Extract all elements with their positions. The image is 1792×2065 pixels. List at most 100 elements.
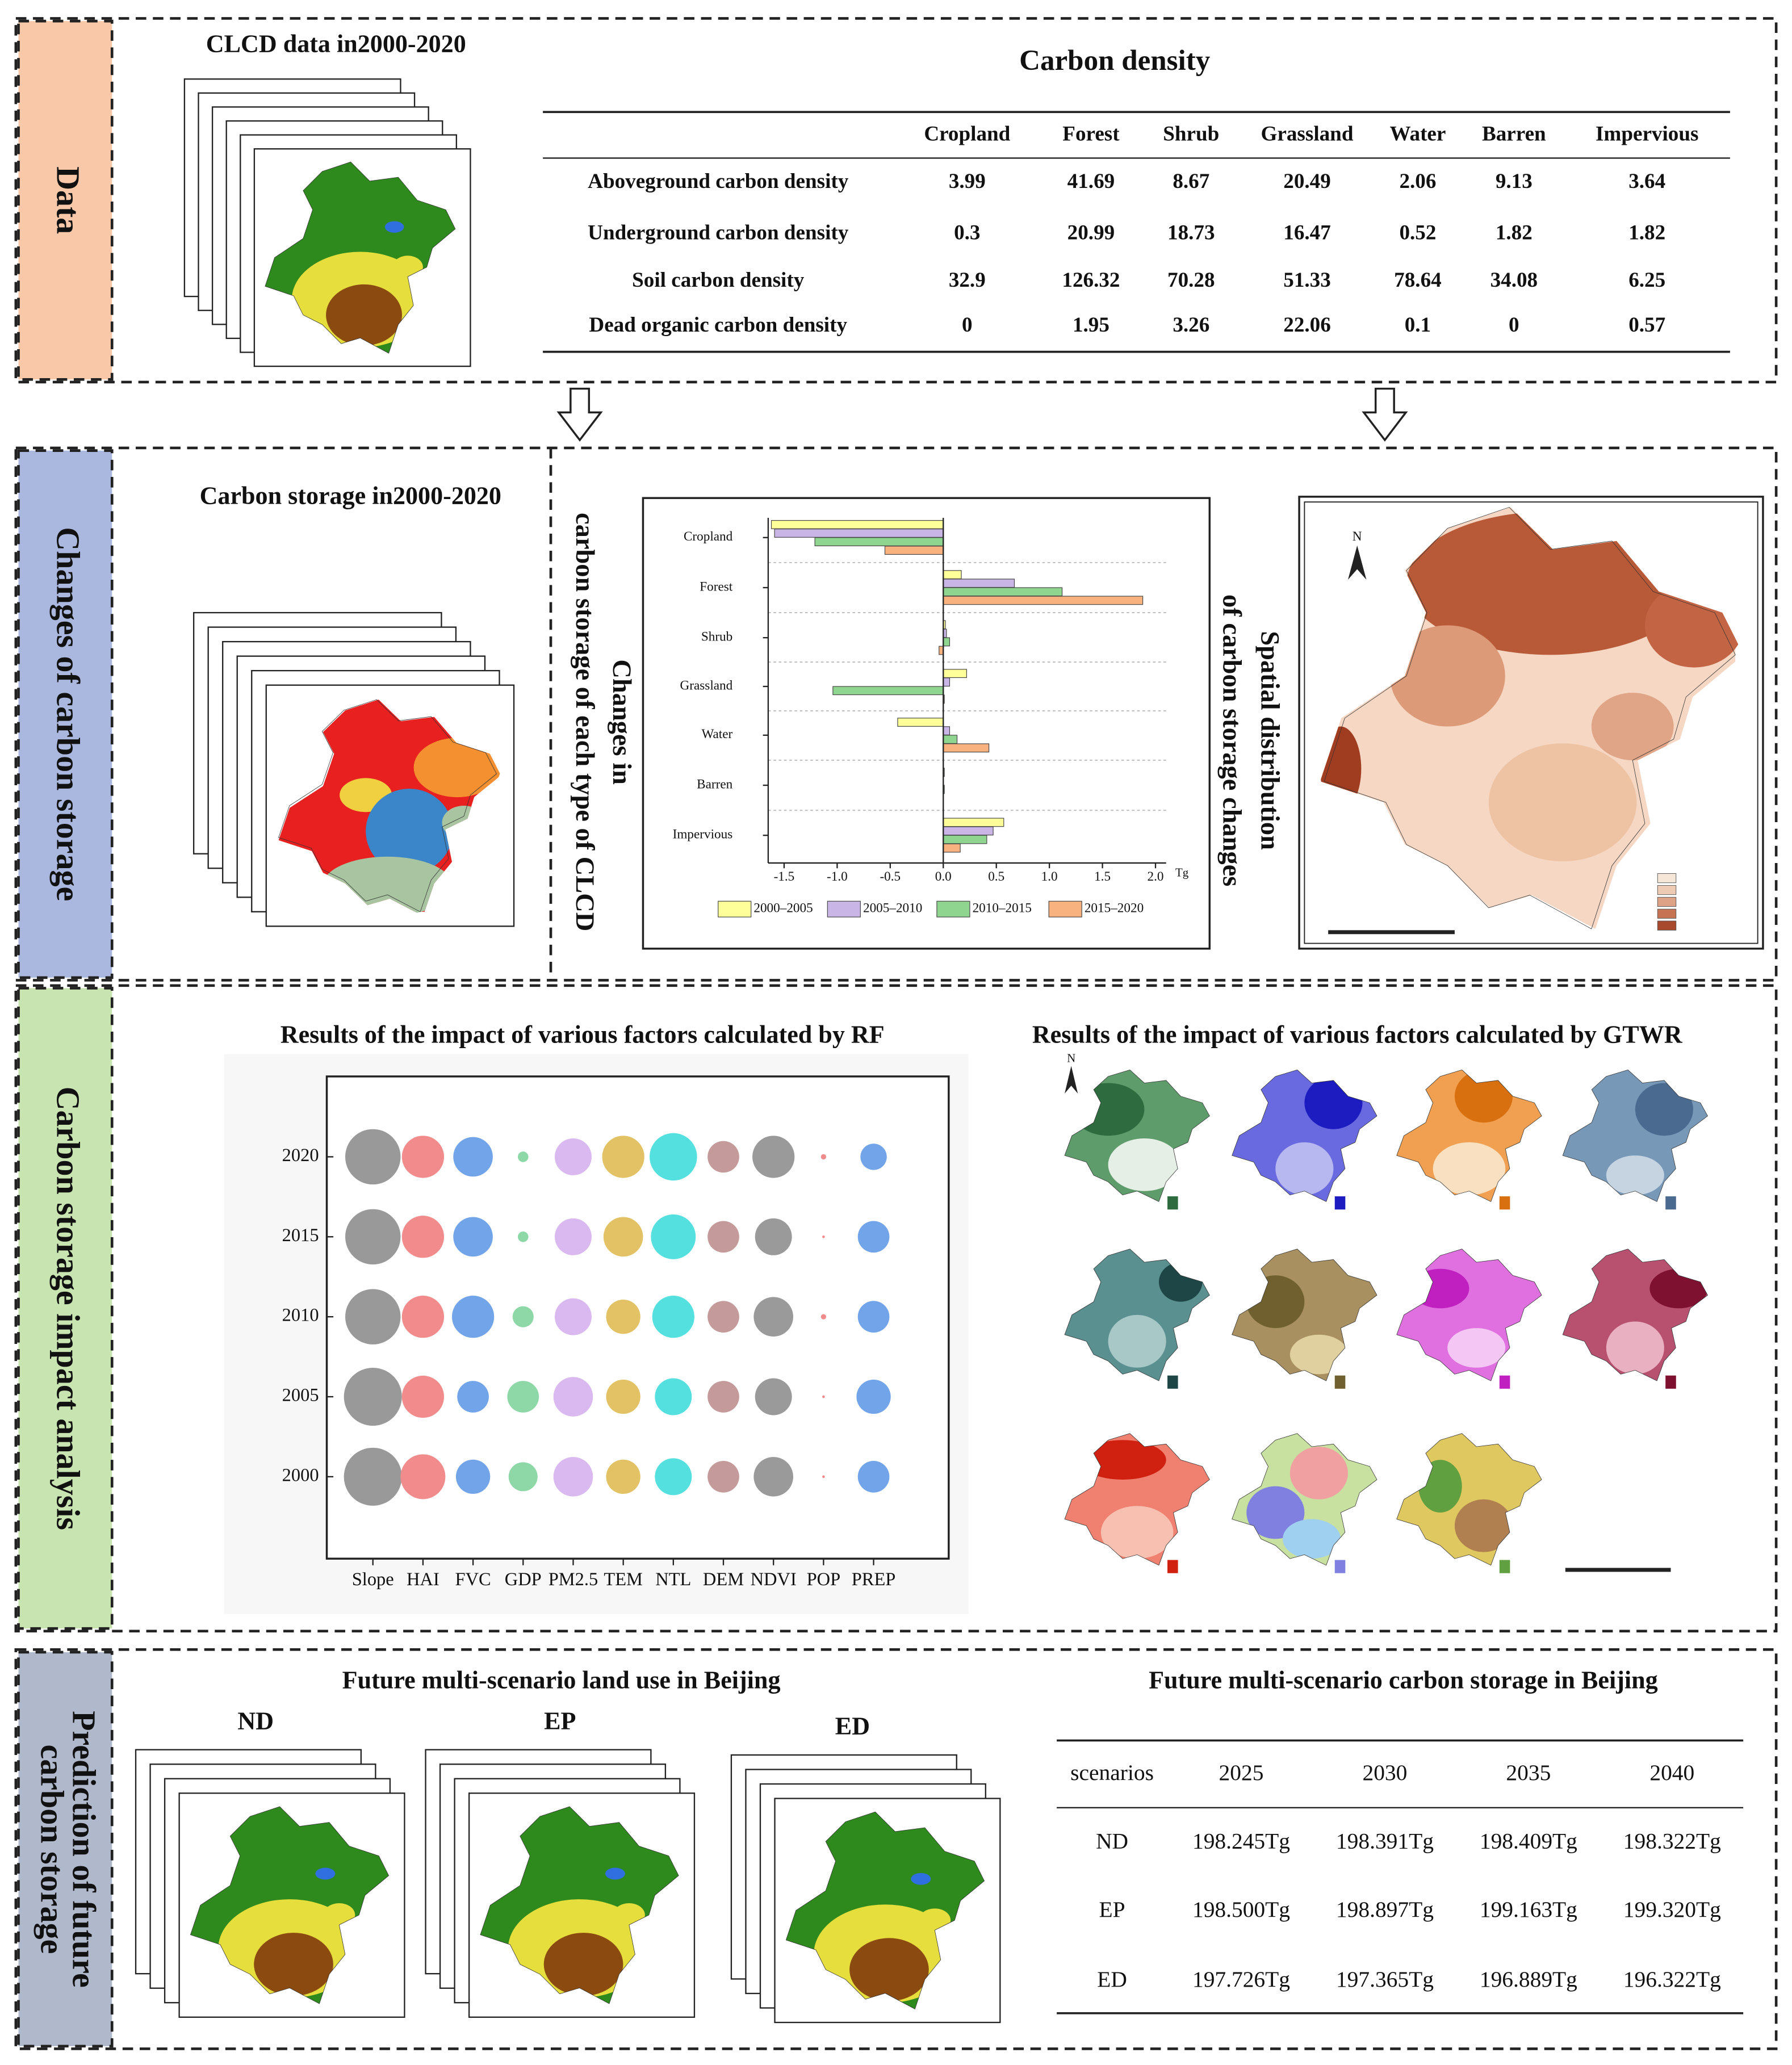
column-header: Shrub	[1163, 123, 1219, 146]
row-label: Underground carbon density	[588, 221, 849, 245]
bubble	[345, 1289, 401, 1344]
bubble	[455, 1459, 491, 1494]
map-outline	[1065, 1249, 1209, 1381]
map-outline	[480, 1807, 679, 2004]
map-region	[315, 1867, 336, 1880]
table-cell: 41.69	[1067, 170, 1115, 193]
table-title: Future multi-scenario carbon storage in …	[1149, 1666, 1658, 1694]
bubble	[553, 1377, 593, 1417]
table-cell: 198.409Tg	[1480, 1828, 1577, 1853]
map-region	[1390, 625, 1505, 727]
legend-swatch	[1334, 1560, 1346, 1573]
x-tick-label: PREP	[852, 1569, 896, 1590]
map-region	[1108, 1138, 1181, 1191]
section-label: Prediction of future	[65, 1711, 102, 1988]
bar	[943, 587, 1063, 597]
bubble	[820, 1154, 827, 1160]
section-label: Changes of carbon storage	[49, 527, 86, 901]
map	[1232, 1249, 1378, 1381]
side-label: Spatial distribution	[1255, 631, 1284, 850]
column-header: Water	[1389, 123, 1446, 146]
map-region	[1108, 1314, 1166, 1368]
column-header: 2025	[1219, 1760, 1264, 1785]
table-cell: 3.26	[1173, 313, 1209, 337]
section-box	[14, 1648, 1778, 2050]
table-cell: 3.99	[949, 170, 986, 193]
legend-label: 2015–2020	[1085, 901, 1144, 916]
map-region	[1289, 1446, 1348, 1499]
bar	[771, 520, 944, 529]
bubble	[508, 1462, 538, 1492]
bubble	[860, 1144, 887, 1170]
bar	[943, 570, 962, 579]
map-region	[366, 789, 453, 874]
section-label-box	[17, 987, 114, 1630]
map-region	[1635, 1083, 1693, 1136]
map-region	[605, 1867, 625, 1880]
table-cell: 196.889Tg	[1480, 1967, 1577, 1992]
bubble	[650, 1133, 697, 1181]
x-tick-label: 1.0	[1041, 869, 1058, 884]
map-outline	[279, 699, 497, 912]
section-label: Data	[49, 166, 86, 234]
bubble	[707, 1461, 739, 1493]
section-box	[14, 17, 1778, 384]
map-region	[326, 284, 403, 346]
x-tick-label: -1.0	[827, 869, 848, 884]
map-region	[1447, 1328, 1506, 1368]
map-outline	[1065, 1070, 1209, 1201]
table-cell: 22.06	[1283, 313, 1331, 337]
table-cell: 3.64	[1628, 170, 1665, 193]
legend-swatch	[1167, 1196, 1178, 1210]
table-cell: 126.32	[1062, 269, 1120, 292]
bubble	[554, 1218, 592, 1255]
bar	[943, 835, 987, 844]
x-axis-label: Tg	[1175, 865, 1189, 879]
bar	[943, 677, 951, 687]
map	[1396, 1070, 1542, 1202]
map-region	[1158, 1262, 1203, 1302]
bubble	[707, 1221, 739, 1253]
bar	[943, 596, 1144, 605]
y-tick-label: Barren	[697, 777, 732, 791]
table-cell: 0	[1509, 313, 1519, 337]
north-label: N	[1353, 529, 1362, 544]
table-cell: 9.13	[1496, 170, 1533, 193]
legend-label: 2005–2010	[863, 901, 922, 916]
map-region	[1071, 1083, 1145, 1136]
bubble	[344, 1367, 402, 1426]
legend-swatch	[1167, 1375, 1178, 1389]
row-label: Soil carbon density	[632, 269, 805, 292]
bubble	[553, 1457, 593, 1497]
legend-swatch	[936, 900, 970, 918]
bubble	[856, 1379, 891, 1414]
map-outline	[1563, 1070, 1707, 1201]
map	[1396, 1433, 1542, 1565]
column-header: Grassland	[1261, 123, 1354, 146]
table-cell: 0.3	[954, 221, 980, 245]
map-outline	[1065, 1434, 1209, 1565]
table-cell: 1.82	[1628, 221, 1665, 245]
map-outline	[1397, 1070, 1542, 1201]
legend-swatch	[1499, 1375, 1510, 1389]
title: CLCD data in2000-2020	[206, 30, 466, 57]
y-tick-label: 2015	[282, 1225, 319, 1246]
title: Carbon storage in2000-2020	[200, 481, 501, 509]
y-tick-label: Cropland	[684, 529, 733, 544]
bubble	[554, 1138, 592, 1175]
bubble	[822, 1475, 825, 1478]
legend-swatch	[1167, 1560, 1178, 1573]
table-cell: 70.28	[1167, 269, 1215, 292]
bubble	[606, 1379, 640, 1414]
legend-swatch	[1657, 908, 1677, 919]
map	[1232, 1433, 1378, 1565]
x-tick-label: HAI	[407, 1569, 439, 1590]
map-outline	[1563, 1249, 1707, 1381]
table-cell: 8.67	[1173, 170, 1209, 193]
legend-label: 2000–2005	[753, 901, 813, 916]
table-cell: 197.726Tg	[1192, 1967, 1290, 1992]
x-tick-label: 0.5	[988, 869, 1004, 884]
bar	[832, 686, 944, 696]
map-region	[413, 738, 501, 798]
table-cell: 198.245Tg	[1192, 1828, 1290, 1853]
